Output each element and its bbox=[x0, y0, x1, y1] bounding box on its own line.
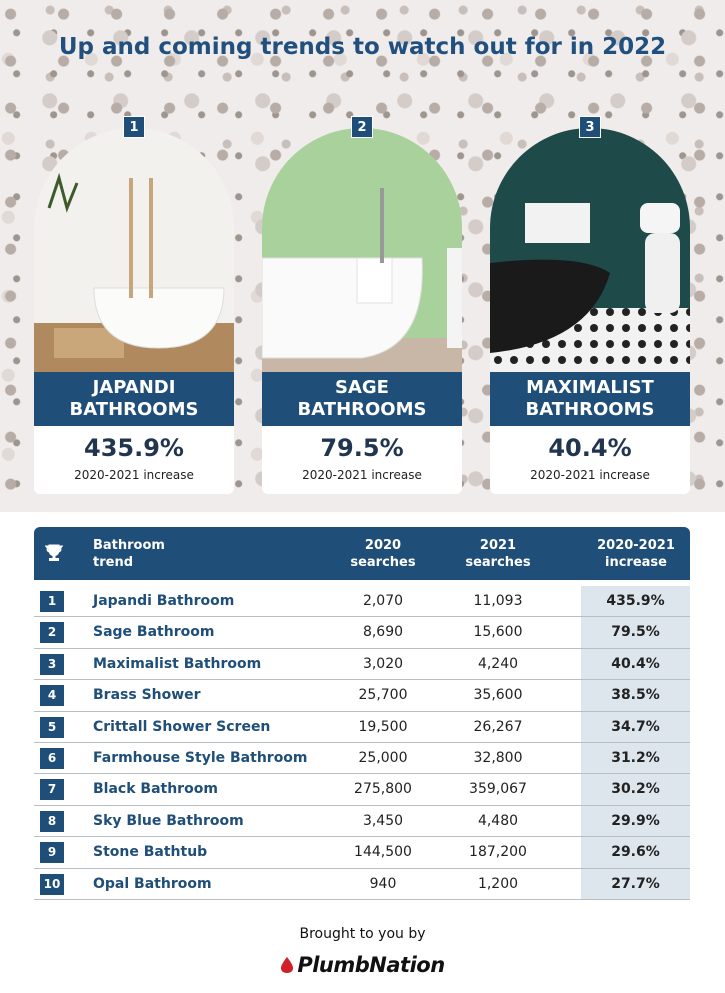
trend-name: Stone Bathtub bbox=[93, 844, 208, 861]
searches-2021: 32,800 bbox=[473, 750, 523, 766]
rank-badge: 2 bbox=[351, 116, 373, 138]
footer-text: Brought to you by bbox=[299, 926, 426, 942]
card-stat: 40.4% 2020-2021 increase bbox=[490, 426, 690, 494]
trend-name: Japandi Bathroom bbox=[93, 593, 235, 609]
table-row: 30.2% 7 Black Bathroom 275,800 359,067 bbox=[34, 774, 690, 806]
rank-badge: 7 bbox=[40, 779, 64, 801]
card-value: 79.5% bbox=[320, 434, 404, 462]
searches-2020: 144,500 bbox=[354, 844, 412, 861]
photo bbox=[262, 128, 462, 372]
card-stat: 435.9% 2020-2021 increase bbox=[34, 426, 234, 494]
rank-badge: 3 bbox=[579, 116, 601, 138]
searches-2021: 11,093 bbox=[473, 593, 523, 609]
card-label: JAPANDI BATHROOMS bbox=[34, 372, 234, 426]
increase-cell: 435.9% bbox=[581, 586, 690, 617]
card-caption: 2020-2021 increase bbox=[302, 468, 422, 482]
table-row: 79.5% 2 Sage Bathroom 8,690 15,600 bbox=[34, 617, 690, 649]
card-label: SAGE BATHROOMS bbox=[262, 372, 462, 426]
card-value: 40.4% bbox=[548, 434, 632, 462]
increase-cell: 30.2% bbox=[581, 774, 690, 805]
increase-cell: 29.6% bbox=[581, 837, 690, 868]
table-row: 435.9% 1 Japandi Bathroom 2,070 11,093 bbox=[34, 586, 690, 618]
photo-illustration bbox=[490, 128, 690, 372]
trend-name: Maximalist Bathroom bbox=[93, 655, 262, 672]
searches-2021: 4,240 bbox=[477, 655, 519, 672]
trend-name: Sage Bathroom bbox=[93, 624, 215, 641]
brand-name: PlumbNation bbox=[297, 953, 445, 977]
header-cell: 2020-2021 increase bbox=[597, 538, 675, 570]
header-cell: 2021 searches bbox=[465, 538, 531, 570]
trend-name: Black Bathroom bbox=[93, 781, 218, 798]
searches-2021: 35,600 bbox=[473, 687, 523, 704]
searches-2020: 25,700 bbox=[358, 687, 408, 704]
increase-cell: 38.5% bbox=[581, 680, 690, 711]
searches-2021: 26,267 bbox=[473, 718, 523, 735]
table-row: 29.9% 8 Sky Blue Bathroom 3,450 4,480 bbox=[34, 805, 690, 838]
increase-cell: 34.7% bbox=[581, 711, 690, 742]
searches-2020: 19,500 bbox=[358, 718, 408, 735]
trend-name: Sky Blue Bathroom bbox=[93, 812, 244, 829]
card-caption: 2020-2021 increase bbox=[530, 468, 650, 482]
photo-illustration bbox=[262, 128, 462, 372]
table-row: 38.5% 4 Brass Shower 25,700 35,600 bbox=[34, 680, 690, 712]
rank-badge: 3 bbox=[40, 653, 64, 675]
drop-icon bbox=[281, 957, 294, 973]
searches-2020: 8,690 bbox=[362, 624, 404, 641]
searches-2020: 275,800 bbox=[354, 781, 412, 798]
trend-name: Crittall Shower Screen bbox=[93, 718, 271, 735]
searches-2021: 4,480 bbox=[477, 812, 519, 829]
rank-badge: 4 bbox=[40, 685, 64, 707]
table-row: 27.7% 10 Opal Bathroom 940 1,200 bbox=[34, 868, 690, 900]
searches-2021: 15,600 bbox=[473, 624, 523, 641]
rank-badge: 5 bbox=[40, 716, 64, 738]
searches-2021: 187,200 bbox=[469, 844, 527, 861]
trend-name: Opal Bathroom bbox=[93, 875, 212, 892]
trend-card: 1 JAPANDI BATHROOMS 435.9% 2020-2021 incr… bbox=[34, 116, 234, 494]
rank-badge: 1 bbox=[123, 116, 145, 138]
increase-cell: 29.9% bbox=[581, 805, 690, 837]
table-header: Bathroom trend 2020 searches 2021 search… bbox=[34, 527, 690, 580]
increase-cell: 31.2% bbox=[581, 743, 690, 774]
header-cell: 2020 searches bbox=[350, 538, 416, 570]
increase-cell: 79.5% bbox=[581, 617, 690, 648]
rank-badge: 2 bbox=[40, 622, 64, 644]
searches-2021: 1,200 bbox=[477, 875, 519, 892]
searches-2020: 25,000 bbox=[358, 750, 408, 766]
card-caption: 2020-2021 increase bbox=[74, 468, 194, 482]
card-stat: 79.5% 2020-2021 increase bbox=[262, 426, 462, 494]
card-label: MAXIMALIST BATHROOMS bbox=[490, 372, 690, 426]
searches-2020: 2,070 bbox=[362, 593, 404, 609]
searches-2021: 359,067 bbox=[469, 781, 527, 798]
table-row: 40.4% 3 Maximalist Bathroom 3,020 4,240 bbox=[34, 648, 690, 681]
brand-logo: PlumbNation bbox=[0, 953, 725, 977]
searches-2020: 940 bbox=[369, 875, 397, 892]
rank-badge: 9 bbox=[40, 842, 64, 864]
title: Up and coming trends to watch out for in… bbox=[58, 34, 667, 60]
photo-illustration bbox=[34, 128, 234, 372]
trend-card: 3 MAXIMALIST BATHROOMS 40.4% 2020-2021 in… bbox=[490, 116, 690, 494]
trend-card: 2 SAGE BATHROOMS 79.5% 2020-2021 increase bbox=[262, 116, 462, 494]
searches-2020: 3,450 bbox=[362, 812, 404, 829]
photo bbox=[34, 128, 234, 372]
rank-badge: 10 bbox=[40, 873, 64, 895]
searches-2020: 3,020 bbox=[362, 655, 404, 672]
table-row: 31.2% 6 Farmhouse Style Bathroom 25,000 32,8… bbox=[34, 743, 690, 775]
table-row: 29.6% 9 Stone Bathtub 144,500 187,200 bbox=[34, 837, 690, 869]
trophy-icon bbox=[45, 544, 63, 561]
card-value: 435.9% bbox=[84, 434, 184, 462]
rank-badge: 6 bbox=[40, 748, 64, 769]
photo bbox=[490, 128, 690, 372]
increase-cell: 40.4% bbox=[581, 648, 690, 680]
trend-name: Brass Shower bbox=[93, 687, 201, 704]
increase-cell: 27.7% bbox=[581, 868, 690, 899]
trend-name: Farmhouse Style Bathroom bbox=[93, 750, 308, 766]
rank-badge: 8 bbox=[40, 810, 64, 832]
rank-badge: 1 bbox=[40, 591, 64, 612]
header-cell: Bathroom trend bbox=[93, 538, 165, 570]
table-row: 34.7% 5 Crittall Shower Screen 19,500 26,267 bbox=[34, 711, 690, 743]
